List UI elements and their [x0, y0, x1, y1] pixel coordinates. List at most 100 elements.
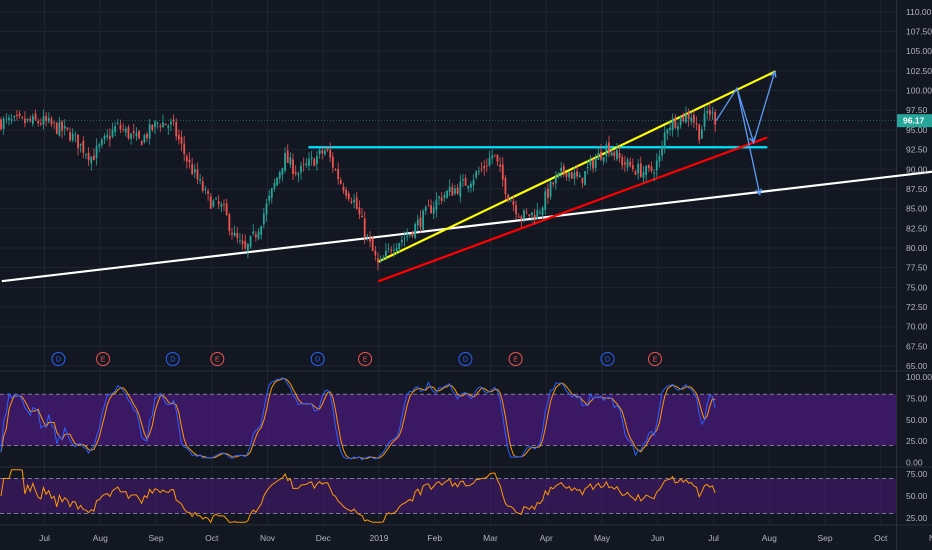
candle-body: [669, 127, 671, 131]
candle-body: [143, 135, 146, 143]
stochastic-tick-label: 25.00: [906, 436, 928, 446]
candle-body: [483, 166, 486, 169]
candle-body: [541, 207, 544, 216]
candle-body: [106, 134, 109, 138]
candle-body: [329, 149, 332, 158]
dividend-badge[interactable]: D: [310, 352, 325, 366]
candle-body: [377, 258, 379, 263]
candle-body: [501, 164, 504, 180]
candle-body: [395, 247, 398, 252]
candle-body: [42, 116, 45, 125]
candle-body: [528, 214, 531, 217]
candle-body: [621, 157, 624, 166]
candle-body: [37, 121, 40, 124]
candle-body: [321, 150, 324, 154]
rsi-tick-label: 75.00: [906, 469, 928, 479]
candle-body: [509, 200, 512, 202]
price-axis[interactable]: 110.00 107.50 105.00 102.50 100.00 97.50 95.00…: [897, 7, 932, 523]
candle-body: [459, 181, 462, 197]
trendline-red-lower[interactable]: [377, 136, 768, 283]
candle-body: [515, 205, 517, 215]
candle-body: [690, 117, 693, 122]
candle-body: [183, 143, 186, 154]
candle-body: [592, 160, 594, 169]
candle-body: [549, 181, 552, 197]
candle-body: [642, 172, 645, 178]
candle-body: [525, 211, 528, 213]
badge-label: E: [101, 357, 106, 364]
time-tick-label: Mar: [483, 533, 498, 543]
badge-circle: [165, 352, 180, 366]
trendline-white-support[interactable]: [1, 169, 932, 283]
candle-body: [45, 116, 48, 121]
dividend-badge[interactable]: D: [600, 352, 615, 366]
candle-body: [520, 216, 523, 220]
drawing-overlays[interactable]: [0, 70, 896, 196]
earnings-badge[interactable]: E: [647, 352, 662, 366]
projection-path[interactable]: [715, 71, 776, 145]
candle-body: [119, 124, 122, 130]
trendlines[interactable]: [1, 70, 932, 283]
candle-body: [262, 213, 265, 225]
candle-body: [387, 247, 390, 249]
candle-body: [382, 258, 385, 260]
candle-body: [419, 217, 422, 228]
candle-body: [249, 236, 252, 247]
earnings-badge[interactable]: E: [210, 352, 225, 366]
candle-body: [334, 169, 337, 171]
candle-body: [236, 233, 239, 239]
candle-body: [578, 175, 581, 178]
dividend-badge[interactable]: D: [458, 352, 473, 366]
candle-body: [39, 123, 42, 125]
candle-body: [403, 238, 406, 240]
dividend-badge[interactable]: D: [51, 352, 66, 366]
badge-circle: [51, 352, 66, 366]
candle-body: [411, 231, 414, 237]
candle-body: [631, 165, 634, 170]
candle-body: [61, 121, 63, 131]
candle-body: [331, 156, 334, 168]
candle-body: [10, 119, 13, 121]
candle-body: [138, 130, 140, 139]
badge-label: E: [215, 357, 220, 364]
candle-body: [217, 201, 220, 205]
dividend-badge[interactable]: D: [165, 352, 180, 366]
candle-body: [159, 125, 162, 128]
candle-body: [323, 150, 326, 155]
candle-body: [308, 158, 310, 166]
projection-drop-line[interactable]: [736, 88, 761, 195]
time-axis[interactable]: Jul Aug Sep Oct Nov Dec 2019 Feb Mar Apr May Jun Jul…: [39, 533, 932, 543]
candle-body: [637, 164, 640, 174]
price-tick-label: 75.00: [906, 282, 928, 292]
time-tick-label: Oct: [205, 533, 219, 543]
candle-body: [292, 159, 294, 175]
candle-body: [347, 193, 350, 200]
time-tick-label: Sep: [817, 533, 832, 543]
candle-body: [204, 188, 207, 190]
earnings-badge[interactable]: E: [96, 352, 111, 366]
candle-body: [339, 180, 342, 184]
candle-body: [435, 199, 438, 210]
candle-body: [146, 133, 148, 139]
stochastic-tick-label: 75.00: [906, 393, 928, 403]
earnings-badge[interactable]: E: [358, 352, 373, 366]
candle-body: [626, 159, 629, 168]
candle-body: [98, 144, 101, 147]
candle-body: [443, 195, 446, 198]
candle-body: [554, 176, 557, 184]
candle-body: [82, 140, 85, 153]
candle-body: [342, 186, 345, 191]
last-price-badge[interactable]: [897, 114, 932, 128]
earnings-badge[interactable]: E: [508, 352, 523, 366]
time-tick-label: Nov: [929, 533, 932, 543]
candle-body: [225, 203, 228, 216]
candle-body: [523, 210, 525, 220]
candle-body: [326, 148, 329, 151]
candle-body: [507, 194, 509, 201]
price-tick-label: 110.00: [906, 7, 932, 17]
candle-body: [212, 200, 215, 207]
candle-body: [13, 116, 16, 118]
